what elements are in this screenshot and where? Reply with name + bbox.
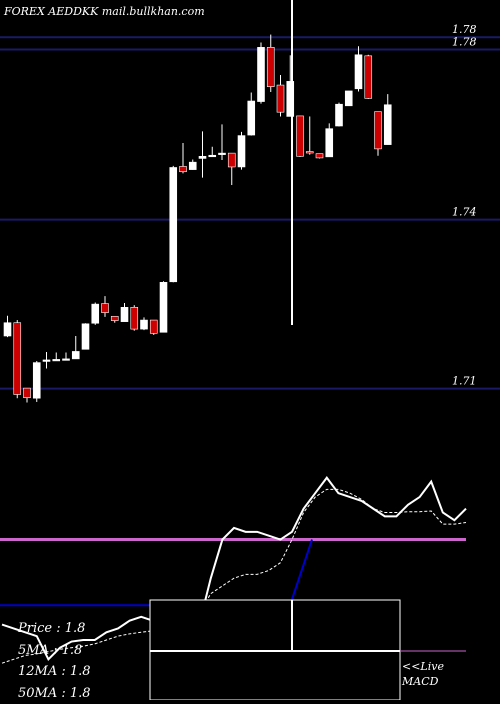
price-level-label: 1.78 bbox=[452, 23, 477, 36]
price-grid bbox=[0, 37, 500, 388]
price-level-label: 1.71 bbox=[452, 375, 477, 388]
candle-body bbox=[121, 307, 128, 321]
symbol-label: FOREX AEDDKK bbox=[4, 5, 98, 18]
candle-body bbox=[345, 91, 352, 106]
candle-body bbox=[228, 153, 235, 167]
macd-link-text[interactable]: MACD bbox=[402, 674, 444, 689]
price-level-label: 1.74 bbox=[452, 206, 477, 219]
candlesticks bbox=[4, 35, 391, 403]
candle-body bbox=[336, 104, 343, 126]
price-axis-labels: 1.781.78 1.74 1.71 bbox=[452, 23, 477, 387]
candle-body bbox=[92, 304, 99, 323]
candle-body bbox=[316, 154, 323, 158]
stats-box: Price : 1.8 5MA : 1.8 12MA : 1.8 50MA : … bbox=[18, 618, 91, 704]
candle-body bbox=[297, 116, 304, 156]
price-level-label: 1.78 bbox=[452, 35, 477, 48]
ma50-stat: 50MA : 1.8 bbox=[18, 683, 91, 704]
candle-body bbox=[111, 316, 118, 320]
candle-body bbox=[267, 47, 274, 86]
chart-header: FOREX AEDDKK mail.bullkhan.com bbox=[4, 5, 205, 18]
candle-body bbox=[160, 282, 167, 332]
candle-body bbox=[33, 363, 40, 399]
candle-body bbox=[63, 359, 70, 361]
macd-zero-level bbox=[0, 540, 312, 606]
price-stat: Price : 1.8 bbox=[18, 618, 91, 640]
candle-body bbox=[14, 323, 21, 395]
candle-body bbox=[141, 320, 148, 329]
candle-body bbox=[219, 153, 226, 155]
candle-body bbox=[131, 307, 138, 329]
candle-body bbox=[248, 101, 255, 135]
ma12-stat: 12MA : 1.8 bbox=[18, 661, 91, 683]
crosshair-overlay[interactable] bbox=[150, 0, 466, 700]
candle-body bbox=[326, 129, 333, 157]
candle-body bbox=[24, 388, 31, 398]
ma5-stat: 5MA : 1.8 bbox=[18, 640, 91, 662]
candle-body bbox=[375, 112, 382, 149]
candle-body bbox=[150, 320, 157, 333]
candle-body bbox=[4, 323, 11, 336]
candle-body bbox=[355, 55, 362, 89]
candle-body bbox=[180, 166, 187, 171]
candle-body bbox=[365, 56, 372, 99]
candle-body bbox=[72, 351, 79, 358]
candle-body bbox=[102, 304, 109, 313]
candle-body bbox=[189, 162, 196, 169]
candle-body bbox=[238, 136, 245, 167]
candle-body bbox=[199, 156, 206, 158]
candle-body bbox=[258, 47, 265, 101]
live-macd-link[interactable]: <<Live MACD bbox=[402, 659, 444, 689]
candle-body bbox=[43, 360, 50, 362]
candle-body bbox=[209, 155, 216, 157]
live-link-text[interactable]: <<Live bbox=[402, 659, 444, 674]
candle-body bbox=[277, 85, 284, 112]
candle-body bbox=[306, 152, 313, 154]
site-label: mail.bullkhan.com bbox=[102, 5, 205, 18]
candle-body bbox=[82, 324, 89, 350]
candle-body bbox=[384, 105, 391, 145]
candle-body bbox=[170, 167, 177, 281]
candle-body bbox=[53, 359, 60, 361]
